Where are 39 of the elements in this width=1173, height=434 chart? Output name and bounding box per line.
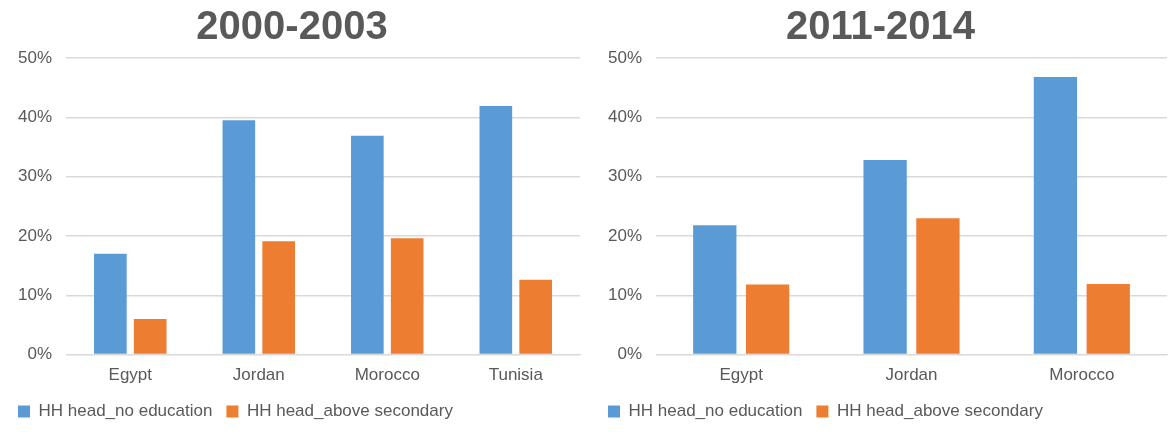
bar bbox=[863, 160, 907, 354]
y-tick-label: 30% bbox=[607, 166, 643, 186]
x-tick-label: Tunisia bbox=[488, 365, 544, 385]
chart-title: 2000-2003 bbox=[196, 3, 388, 48]
y-tick-label: 10% bbox=[607, 284, 643, 304]
bar bbox=[133, 319, 167, 354]
bar bbox=[916, 218, 960, 354]
y-tick-label: 50% bbox=[607, 47, 643, 67]
bar bbox=[479, 106, 513, 354]
bar bbox=[222, 120, 256, 354]
x-tick-label: Morocco bbox=[1049, 365, 1115, 385]
x-tick-label: Jordan bbox=[232, 365, 285, 385]
legend-label: HH head_above secondary bbox=[246, 401, 454, 421]
y-tick-label: 40% bbox=[607, 107, 643, 127]
bar bbox=[94, 253, 127, 354]
bar bbox=[1086, 284, 1130, 354]
x-tick-label: Morocco bbox=[354, 365, 420, 385]
x-tick-label: Egypt bbox=[719, 365, 764, 385]
legend-label: HH head_above secondary bbox=[836, 401, 1044, 421]
y-tick-label: 50% bbox=[17, 47, 53, 67]
bar bbox=[1033, 76, 1078, 354]
bar bbox=[519, 279, 552, 354]
y-tick-label: 0% bbox=[27, 344, 53, 364]
y-tick-label: 30% bbox=[17, 166, 53, 186]
y-tick-label: 0% bbox=[617, 344, 643, 364]
y-tick-label: 20% bbox=[17, 225, 53, 245]
legend-label: HH head_no education bbox=[628, 401, 803, 421]
bar bbox=[390, 238, 424, 354]
x-tick-label: Egypt bbox=[108, 365, 153, 385]
bar bbox=[745, 284, 790, 354]
x-tick-label: Jordan bbox=[885, 365, 938, 385]
y-tick-label: 40% bbox=[17, 107, 53, 127]
bar bbox=[351, 135, 384, 354]
bar bbox=[693, 225, 737, 354]
bar bbox=[262, 241, 296, 354]
y-tick-label: 20% bbox=[607, 225, 643, 245]
chart-title: 2011-2014 bbox=[785, 3, 976, 48]
y-tick-label: 10% bbox=[17, 284, 53, 304]
legend-label: HH head_no education bbox=[38, 401, 213, 421]
